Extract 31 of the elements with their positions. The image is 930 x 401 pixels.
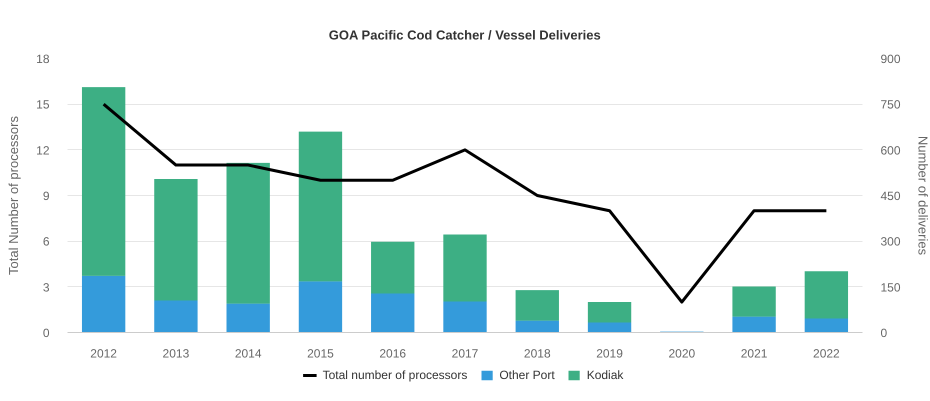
x-tick-label: 2019 [596,346,624,360]
x-tick-label: 2016 [379,346,406,360]
y2-tick-label: 300 [880,234,901,249]
legend-label: Total number of processors [322,368,468,382]
y-tick-label: 15 [36,98,50,112]
y2-tick-label: 900 [880,52,901,66]
x-tick-label: 2018 [524,346,551,360]
chart-title: GOA Pacific Cod Catcher / Vessel Deliveries [328,28,601,42]
x-tick-label: 2020 [668,346,696,360]
x-tick-label: 2012 [90,346,118,360]
y-tick-label: 18 [36,52,50,66]
y-tick-label: 3 [42,280,50,294]
y2-tick-label: 600 [880,143,901,158]
y-axis-title: Total Number of processors [6,116,22,275]
x-tick-label: 2015 [307,346,334,360]
legend-label: Other Port [499,368,555,382]
y2-axis-title: Number of deliveries [916,136,930,256]
x-tick-label: 2022 [813,346,840,360]
legend-label: Kodiak [586,368,624,382]
x-tick-label: 2013 [162,346,190,360]
y-tick-label: 9 [42,189,50,203]
y2-tick-label: 150 [880,280,901,294]
x-tick-label: 2014 [234,346,262,360]
y2-tick-label: 450 [880,189,901,203]
y-tick-label: 6 [42,234,50,249]
y2-tick-label: 0 [880,326,888,340]
y-tick-label: 0 [42,326,50,340]
x-tick-label: 2017 [452,346,479,360]
y-tick-label: 12 [36,143,50,158]
y2-tick-label: 750 [880,98,901,112]
x-tick-label: 2021 [740,346,768,360]
